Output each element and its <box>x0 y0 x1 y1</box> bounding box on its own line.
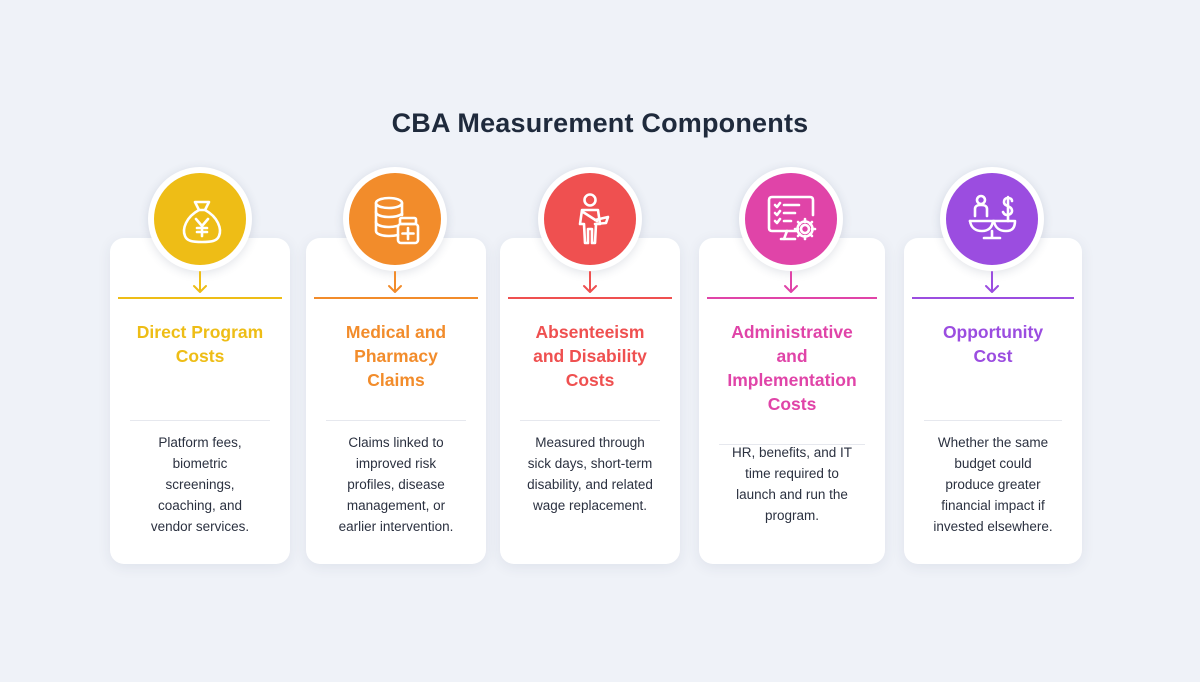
balance-person-dollar-icon <box>968 194 1017 240</box>
card-title-line: Costs <box>565 370 615 390</box>
icon-circle <box>544 173 636 265</box>
card-description-line: Measured through <box>535 435 645 450</box>
card-description-line: financial impact if <box>941 498 1045 513</box>
card-title-line: Claims <box>367 370 425 390</box>
card-description-line: produce greater <box>945 477 1041 492</box>
arrow-down-icon <box>784 271 798 293</box>
icon-badge <box>940 167 1044 271</box>
card-title-line: and Disability <box>533 346 647 366</box>
card-title-line: Absenteeism <box>535 322 645 342</box>
card-title: Medical and Pharmacy Claims <box>316 320 476 392</box>
card-title-line: Administrative <box>731 322 853 342</box>
card-accent-line <box>118 297 282 299</box>
card-title-line: Costs <box>767 394 817 414</box>
card-description-line: budget could <box>954 456 1032 471</box>
money-bag-yen-icon <box>182 200 222 244</box>
card-title: Absenteeism and Disability Costs <box>510 320 670 392</box>
icon-circle <box>349 173 441 265</box>
component-card-medical-and-pharmacy-claims: Medical and Pharmacy Claims Claims linked t… <box>306 238 486 564</box>
card-title-line: Implementation <box>727 370 857 390</box>
card-title: Opportunity Cost <box>914 320 1072 368</box>
card-description-line: vendor services. <box>150 519 250 534</box>
card-title-line: Cost <box>973 346 1013 366</box>
icon-circle <box>745 173 837 265</box>
icon-badge <box>343 167 447 271</box>
card-description-line: wage replacement. <box>532 498 648 513</box>
arrow-down-icon <box>583 271 597 293</box>
card-title-line: Pharmacy <box>354 346 438 366</box>
card-description-line: profiles, disease <box>347 477 445 492</box>
card-description-line: management, or <box>346 498 446 513</box>
card-title-line: Direct Program <box>136 322 264 342</box>
icon-badge <box>148 167 252 271</box>
card-description-line: improved risk <box>355 456 437 471</box>
card-divider <box>326 420 466 421</box>
card-description-line: sick days, short-term <box>527 456 653 471</box>
card-description-line: screenings, <box>165 477 235 492</box>
card-divider <box>130 420 270 421</box>
card-description-line: invested elsewhere. <box>933 519 1053 534</box>
icon-badge <box>739 167 843 271</box>
arrow-down-icon <box>985 271 999 293</box>
card-description: Claims linked to improved risk profiles, d… <box>322 432 470 537</box>
icon-badge <box>538 167 642 271</box>
component-card-absenteeism-and-disability-costs: Absenteeism and Disability Costs Measured t… <box>500 238 680 564</box>
card-title-line: Costs <box>175 346 225 366</box>
person-sling-icon <box>578 193 610 245</box>
page-title: CBA Measurement Components <box>391 108 809 138</box>
card-description-line: Platform fees, <box>158 435 242 450</box>
card-description: HR, benefits, and IT time required to laun… <box>715 442 869 526</box>
card-title-line: Medical and <box>345 322 447 342</box>
icon-circle <box>946 173 1038 265</box>
card-divider <box>719 444 865 445</box>
card-title-line: Opportunity <box>942 322 1044 342</box>
card-description-line: program. <box>764 508 820 523</box>
arrow-down-icon <box>388 271 402 293</box>
card-title: Direct Program Costs <box>120 320 280 368</box>
card-title: Administrative and Implementation Costs <box>709 320 875 416</box>
card-description-line: Claims linked to <box>348 435 444 450</box>
card-description: Whether the same budget could produce grea… <box>920 432 1066 537</box>
card-description-line: Whether the same <box>937 435 1049 450</box>
card-description-line: biometric <box>172 456 228 471</box>
card-description-line: time required to <box>745 466 839 481</box>
monitor-checklist-gear-icon <box>767 195 817 241</box>
icon-circle <box>154 173 246 265</box>
arrow-down-icon <box>193 271 207 293</box>
card-accent-line <box>707 297 877 299</box>
card-accent-line <box>912 297 1074 299</box>
card-description-line: earlier intervention. <box>338 519 454 534</box>
card-title-line: and <box>776 346 808 366</box>
database-medicine-icon <box>374 196 420 245</box>
card-description-line: coaching, and <box>157 498 243 513</box>
card-divider <box>924 420 1062 421</box>
card-description-line: launch and run the <box>736 487 848 502</box>
card-description: Platform fees, biometric screenings, coachi… <box>126 432 274 537</box>
card-divider <box>520 420 660 421</box>
card-description-line: disability, and related <box>527 477 653 492</box>
card-accent-line <box>314 297 478 299</box>
card-description-line: HR, benefits, and IT <box>731 445 853 460</box>
card-accent-line <box>508 297 672 299</box>
card-description: Measured through sick days, short-term dis… <box>516 432 664 516</box>
